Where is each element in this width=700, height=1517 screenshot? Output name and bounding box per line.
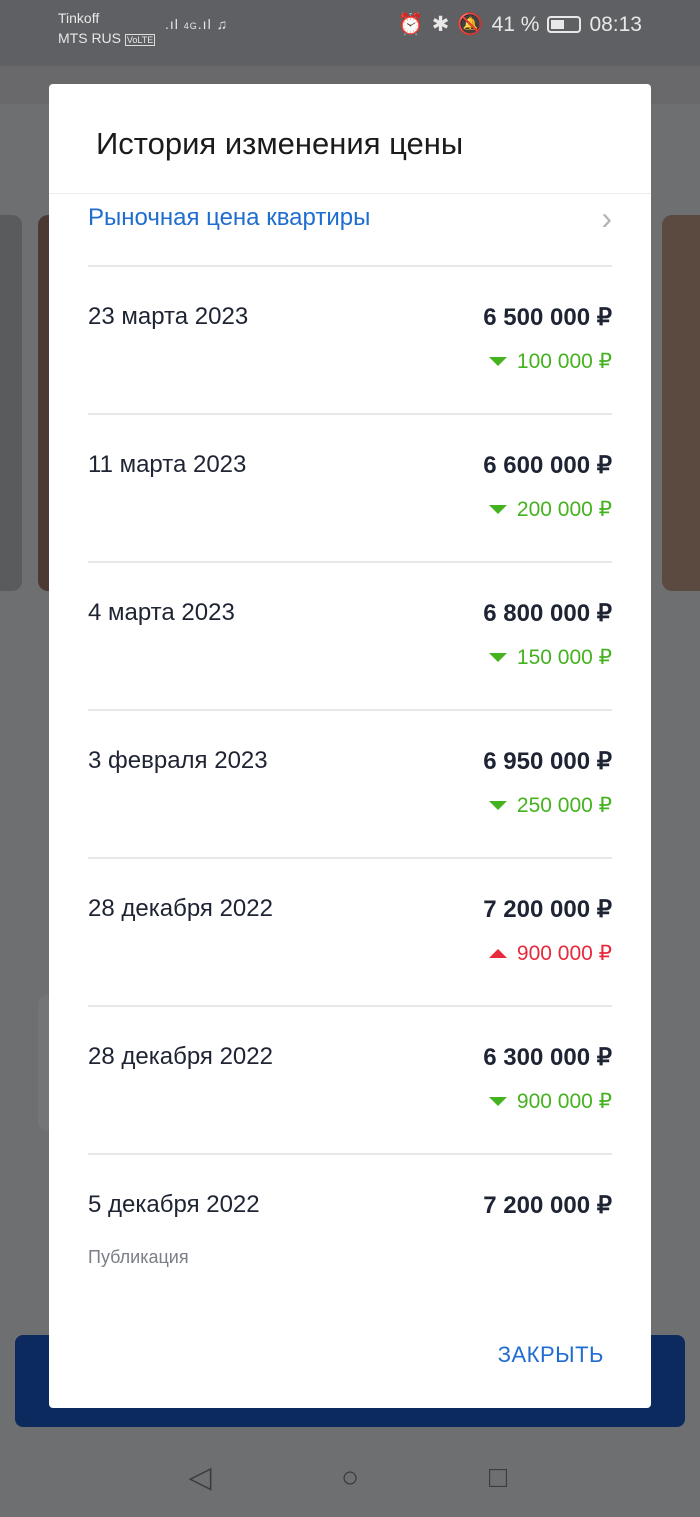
market-price-link[interactable]: Рыночная цена квартиры ›	[88, 199, 612, 237]
arrow-up-icon	[488, 949, 507, 958]
row-price: 6 600 000 ₽	[483, 452, 612, 479]
row-date: 28 декабря 2022	[88, 895, 273, 922]
price-history-row: 23 марта 2023 6 500 000 ₽ 100 000 ₽	[88, 265, 612, 413]
battery-icon	[547, 16, 582, 33]
row-price: 6 300 000 ₽	[483, 1044, 612, 1071]
price-history-row: 11 марта 2023 6 600 000 ₽ 200 000 ₽	[88, 413, 612, 561]
row-date: 4 марта 2023	[88, 599, 235, 626]
carrier-2: MTS RUS	[58, 30, 121, 46]
arrow-down-icon	[488, 801, 507, 810]
row-date: 3 февраля 2023	[88, 747, 268, 774]
carrier-info: Tinkoff MTS RUS VoLTE	[58, 8, 156, 50]
row-date: 5 декабря 2022	[88, 1191, 260, 1218]
delta-value: 900 000 ₽	[516, 942, 612, 965]
market-price-label: Рыночная цена квартиры	[88, 204, 371, 231]
row-price: 6 800 000 ₽	[483, 600, 612, 627]
row-delta: 900 000 ₽	[488, 941, 612, 966]
delta-value: 250 000 ₽	[516, 794, 612, 817]
row-delta: 200 000 ₽	[488, 497, 612, 522]
arrow-down-icon	[488, 653, 507, 662]
row-delta: 100 000 ₽	[488, 349, 612, 374]
price-history-row: 3 февраля 2023 6 950 000 ₽ 250 000 ₽	[88, 709, 612, 857]
arrow-down-icon	[488, 505, 507, 514]
back-icon[interactable]: ◁	[188, 1461, 212, 1494]
price-history-row: 4 марта 2023 6 800 000 ₽ 150 000 ₽	[88, 561, 612, 709]
bluetooth-icon: ✱	[431, 13, 450, 36]
volte-badge: VoLTE	[124, 34, 156, 46]
battery-percent: 41 %	[491, 12, 540, 36]
delta-value: 150 000 ₽	[516, 646, 612, 669]
price-history-dialog: История изменения цены Рыночная цена ква…	[49, 84, 651, 1408]
row-price: 7 200 000 ₽	[483, 896, 612, 923]
clock: 08:13	[589, 12, 642, 36]
status-bar: Tinkoff MTS RUS VoLTE .ıl 4G.ıl ♫ ⏰ ✱ 🔕 …	[0, 0, 700, 66]
price-history-row: 5 декабря 2022 7 200 000 ₽ Публикация	[88, 1153, 612, 1301]
chevron-right-icon: ›	[601, 199, 612, 236]
row-delta: 900 000 ₽	[488, 1089, 612, 1114]
close-button[interactable]: ЗАКРЫТЬ	[497, 1342, 604, 1367]
row-price: 6 500 000 ₽	[483, 304, 612, 331]
price-history-row: 28 декабря 2022 6 300 000 ₽ 900 000 ₽	[88, 1005, 612, 1153]
bg-photo	[662, 215, 700, 591]
arrow-down-icon	[488, 1097, 507, 1106]
recents-icon[interactable]: □	[488, 1461, 508, 1494]
alarm-icon: ⏰	[397, 12, 424, 36]
row-delta: 150 000 ₽	[488, 645, 612, 670]
divider	[49, 193, 651, 194]
arrow-down-icon	[488, 357, 507, 366]
price-history-row: 28 декабря 2022 7 200 000 ₽ 900 000 ₽	[88, 857, 612, 1005]
carrier-1: Tinkoff	[58, 10, 100, 26]
nav-bar	[0, 1440, 700, 1517]
mute-icon: 🔕	[457, 12, 484, 36]
row-note: Публикация	[88, 1247, 189, 1267]
delta-value: 900 000 ₽	[516, 1090, 612, 1113]
row-price: 6 950 000 ₽	[483, 748, 612, 775]
home-icon[interactable]: ○	[340, 1461, 360, 1494]
delta-value: 100 000 ₽	[516, 350, 612, 373]
row-date: 23 марта 2023	[88, 303, 249, 330]
row-date: 11 марта 2023	[88, 451, 247, 478]
row-price: 7 200 000 ₽	[483, 1192, 612, 1219]
bg-photo	[0, 215, 22, 591]
row-delta: 250 000 ₽	[488, 793, 612, 818]
signal-icon: .ıl 4G.ıl ♫	[165, 16, 229, 32]
delta-value: 200 000 ₽	[516, 498, 612, 521]
row-date: 28 декабря 2022	[88, 1043, 273, 1070]
dialog-title: История изменения цены	[96, 126, 464, 161]
